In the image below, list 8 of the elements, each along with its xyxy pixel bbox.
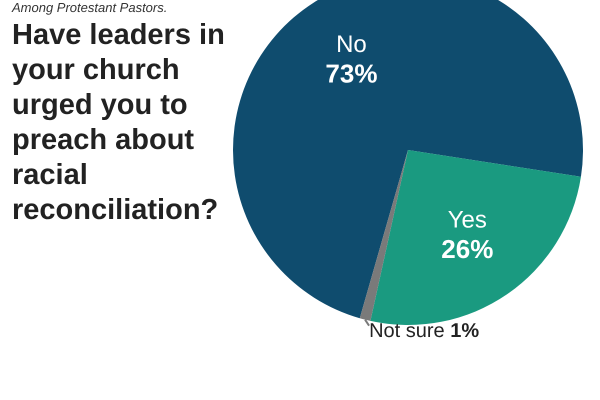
slice-label: Not sure [369,320,445,342]
slice-label: No [336,31,367,58]
slice-label: Yes [448,206,487,234]
data-label: 1% [450,320,480,342]
text: Among Protestant Pastors. [12,0,168,15]
data-label: 26% [441,234,494,264]
text: Have leaders in your church urged you to preach about racial reconciliation? [12,18,226,228]
data-label: 73% [325,58,378,89]
